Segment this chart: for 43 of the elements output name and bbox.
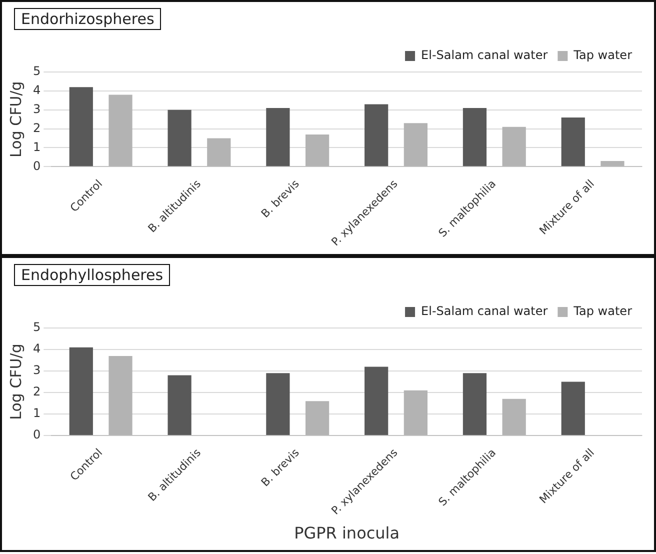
bar — [502, 398, 526, 435]
bar — [69, 347, 93, 435]
bar — [108, 356, 132, 435]
bar — [561, 382, 585, 435]
bar — [69, 87, 93, 166]
y-tick-label: 0 — [32, 428, 41, 442]
y-axis-title: Log CFU/g — [6, 81, 25, 158]
y-tick-label: 1 — [32, 406, 41, 420]
legend-label: Tap water — [572, 48, 632, 62]
bar — [305, 134, 330, 166]
x-axis-title: PGPR inocula — [294, 524, 400, 543]
bar — [266, 373, 290, 435]
y-tick-label: 4 — [32, 342, 41, 356]
bar — [404, 390, 428, 435]
bar — [502, 126, 526, 166]
chart-title: Endophyllospheres — [14, 264, 170, 286]
bar — [168, 110, 192, 166]
y-tick-label: 5 — [32, 320, 41, 334]
bar — [364, 366, 388, 435]
bar — [462, 373, 487, 435]
y-tick-label: 4 — [32, 83, 41, 98]
bar — [561, 117, 585, 166]
chart-title: Endorhizospheres — [14, 8, 162, 30]
y-tick-label: 1 — [32, 140, 41, 154]
bar — [168, 375, 192, 435]
bar — [305, 401, 330, 435]
y-tick-label: 3 — [32, 363, 41, 378]
y-tick-label: 2 — [32, 120, 41, 135]
y-tick-label: 3 — [32, 102, 41, 116]
bar — [207, 138, 231, 166]
bar — [364, 104, 388, 166]
bar — [108, 94, 132, 166]
y-tick-label: 2 — [32, 384, 41, 399]
bar — [462, 108, 487, 166]
y-axis-title: Log CFU/g — [6, 344, 25, 420]
legend-label: El-Salam canal water — [421, 304, 548, 318]
bar — [266, 108, 290, 166]
y-tick-label: 5 — [32, 64, 41, 78]
bar — [404, 123, 428, 166]
legend-label: El-Salam canal water — [421, 48, 548, 62]
bar — [600, 160, 624, 166]
y-tick-label: 0 — [32, 158, 41, 173]
legend-label: Tap water — [572, 304, 632, 318]
